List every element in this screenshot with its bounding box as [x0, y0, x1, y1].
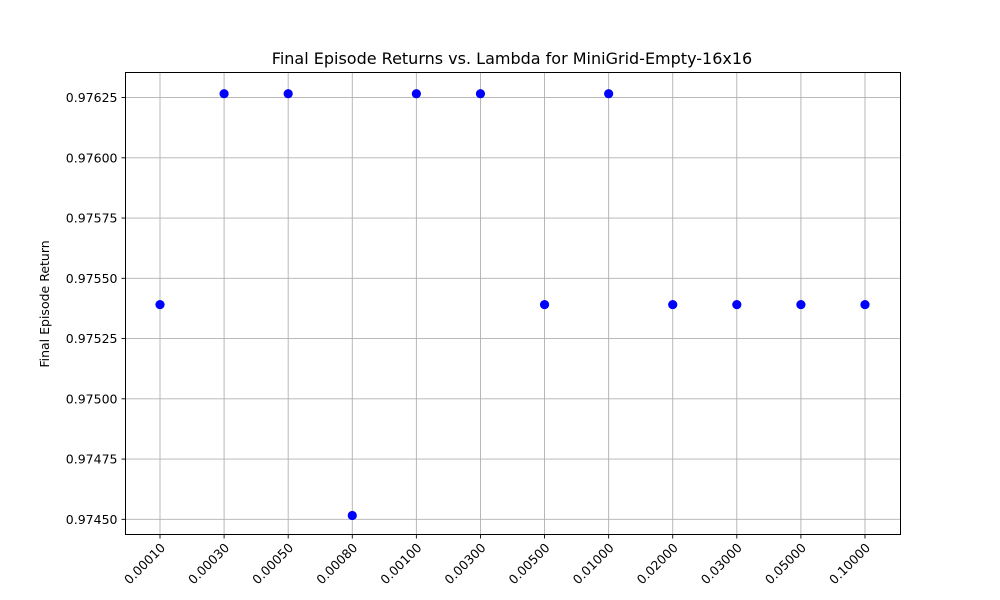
x-tick-label: 0.05000 [762, 540, 809, 587]
y-tick-label: 0.97475 [66, 452, 118, 467]
x-tick-label: 0.03000 [698, 540, 745, 587]
y-tick-label: 0.97500 [66, 391, 118, 406]
data-point [283, 89, 293, 99]
x-tick-label: 0.00030 [185, 540, 232, 587]
plot-frame [125, 72, 901, 535]
data-point [668, 299, 678, 310]
x-tick-label: 0.02000 [634, 540, 681, 587]
x-tick-label: 0.00010 [121, 540, 168, 587]
data-point [219, 89, 229, 99]
points-layer [155, 89, 870, 521]
data-point [347, 510, 357, 521]
x-tick-label: 0.00080 [313, 540, 360, 587]
y-tick-label: 0.97450 [66, 512, 118, 527]
x-tick-label: 0.00050 [249, 540, 296, 587]
y-axis-label: Final Episode Return [37, 240, 52, 367]
y-tick-label: 0.97625 [66, 90, 118, 105]
data-point [732, 299, 742, 310]
chart-title: Final Episode Returns vs. Lambda for Min… [272, 49, 752, 68]
x-tick-label: 0.01000 [570, 540, 617, 587]
x-tick-label: 0.00500 [506, 540, 553, 587]
grid-layer [125, 72, 901, 535]
data-point [539, 299, 550, 310]
data-point [155, 299, 165, 310]
data-point [411, 89, 421, 99]
data-point [475, 89, 486, 99]
y-tick-label: 0.97550 [66, 271, 118, 286]
data-point [604, 89, 614, 99]
y-tick-label: 0.97600 [66, 150, 118, 165]
y-tick-label: 0.97575 [66, 211, 118, 226]
data-point [796, 299, 806, 310]
y-tick-label: 0.97525 [66, 331, 118, 346]
data-point [860, 299, 870, 310]
x-tick-label: 0.00300 [441, 540, 488, 587]
x-tick-label: 0.00100 [377, 540, 424, 587]
x-tick-label: 0.10000 [826, 540, 873, 587]
